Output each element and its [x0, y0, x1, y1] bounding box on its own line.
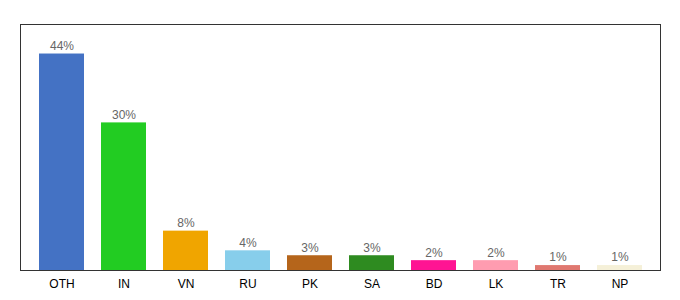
svg-text:VN: VN: [178, 277, 195, 291]
svg-text:NP: NP: [612, 277, 629, 291]
svg-text:RU: RU: [239, 277, 256, 291]
svg-text:4%: 4%: [239, 236, 257, 250]
svg-text:8%: 8%: [177, 216, 195, 230]
svg-text:BD: BD: [426, 277, 443, 291]
svg-text:IN: IN: [118, 277, 130, 291]
svg-text:LK: LK: [489, 277, 504, 291]
svg-text:OTH: OTH: [49, 277, 74, 291]
svg-text:2%: 2%: [487, 246, 505, 260]
svg-text:2%: 2%: [425, 246, 443, 260]
svg-text:44%: 44%: [50, 39, 74, 53]
svg-text:TR: TR: [550, 277, 566, 291]
svg-text:1%: 1%: [549, 250, 567, 264]
svg-text:PK: PK: [302, 277, 318, 291]
svg-text:3%: 3%: [363, 241, 381, 255]
svg-text:30%: 30%: [112, 108, 136, 122]
svg-text:SA: SA: [364, 277, 380, 291]
svg-text:1%: 1%: [611, 250, 629, 264]
svg-text:3%: 3%: [301, 241, 319, 255]
